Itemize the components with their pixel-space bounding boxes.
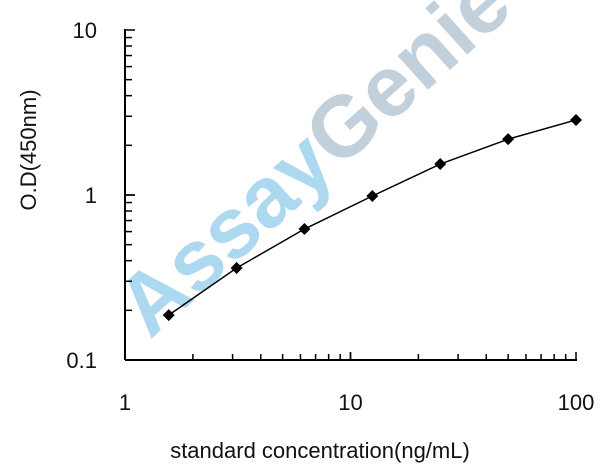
y-tick-label: 0.1 — [66, 348, 97, 373]
x-axis-title: standard concentration(ng/mL) — [170, 438, 470, 463]
x-tick-label: 100 — [558, 390, 595, 415]
watermark: AssayGenie — [98, 0, 528, 354]
data-point-marker — [298, 223, 311, 236]
y-tick-label: 10 — [73, 18, 97, 43]
x-tick-label: 1 — [119, 390, 131, 415]
data-point-marker — [434, 158, 447, 171]
data-point-marker — [230, 262, 243, 275]
y-axis-title: O.D(450nm) — [16, 89, 41, 210]
data-point-marker — [502, 133, 515, 146]
svg-text:AssayGenie: AssayGenie — [98, 0, 528, 354]
data-point-marker — [162, 309, 175, 322]
data-series — [162, 113, 582, 322]
data-point-marker — [570, 113, 582, 126]
watermark-assay: Assay — [98, 113, 351, 354]
data-point-marker — [366, 190, 379, 203]
y-tick-label: 1 — [85, 183, 97, 208]
x-tick-label: 10 — [338, 390, 362, 415]
axes: 1 10 100 0.1 1 10 — [66, 18, 594, 415]
